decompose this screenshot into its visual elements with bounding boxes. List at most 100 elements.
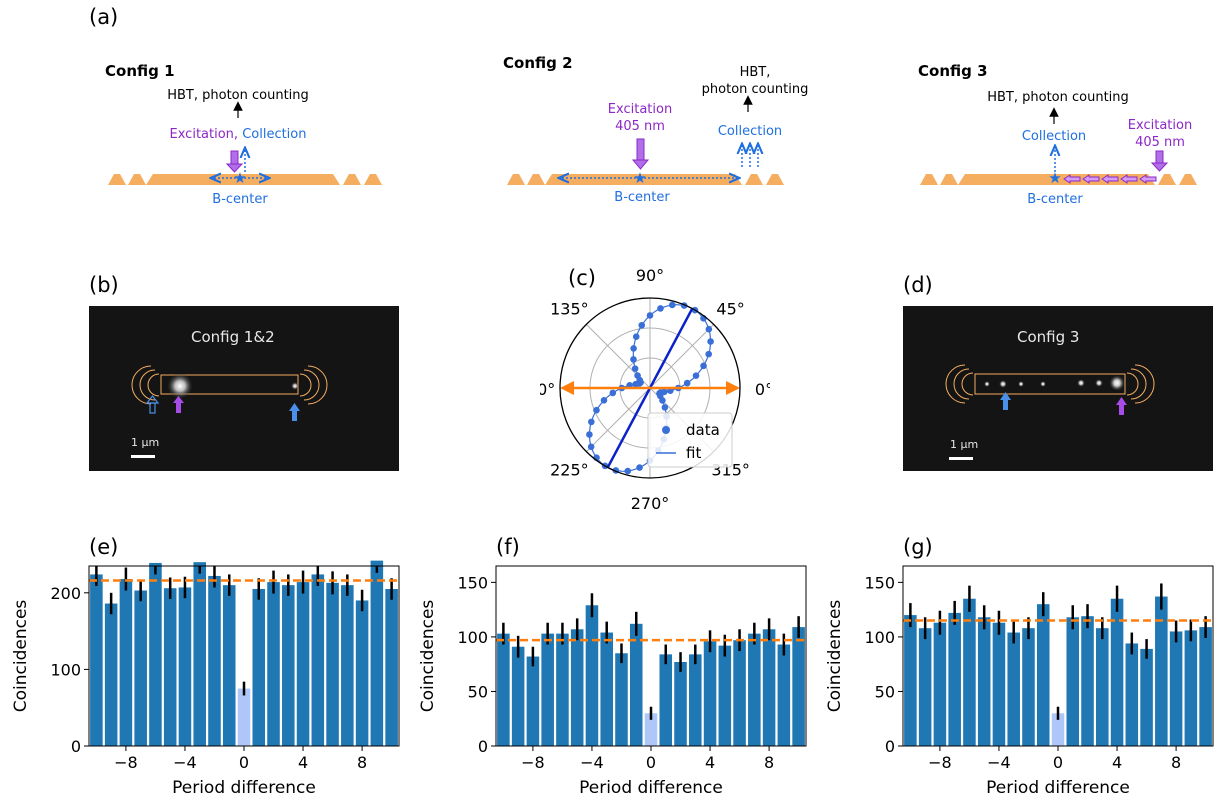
config3-detector-label: HBT, photon counting (987, 90, 1129, 105)
b-center-star-icon: ★ (1048, 169, 1061, 187)
polar-data-point (587, 443, 595, 451)
polar-data-point (661, 388, 668, 396)
config3-b-center-label: B-center (1027, 192, 1083, 207)
histogram-bar (904, 615, 917, 746)
polar-data-point (624, 467, 632, 475)
histogram-bar (556, 633, 569, 746)
x-tick-label: 4 (705, 753, 715, 772)
polar-data-point (588, 418, 595, 426)
config3-collection-label: Collection (1021, 129, 1087, 144)
polar-data-point (586, 431, 593, 438)
histogram-bar (1125, 643, 1139, 746)
config3-excitation-label: Excitation 405 nm (1127, 118, 1193, 150)
histogram-bar (178, 587, 192, 746)
y-tick-label: 150 (457, 573, 488, 592)
histogram-bar (674, 662, 687, 746)
histogram-bar (748, 633, 761, 746)
histogram-bar (600, 632, 613, 746)
histogram-bar (296, 582, 310, 746)
y-axis-label: Coincidences (11, 600, 31, 713)
x-axis-label: Period difference (172, 778, 316, 798)
histogram-bar (1007, 632, 1020, 746)
histogram-bar (792, 627, 805, 746)
y-tick-label: 100 (864, 628, 895, 647)
histogram-bar (149, 562, 162, 746)
histogram-bar (119, 579, 133, 746)
scale-bar (949, 457, 973, 460)
histogram-bar (992, 622, 1006, 746)
histogram-bar (689, 654, 702, 746)
scale-bar-label: 1 μm (131, 436, 160, 449)
x-tick-label: 0 (239, 753, 249, 772)
histogram-bar (777, 644, 791, 746)
polar-angle-label: 0° (755, 380, 770, 399)
histogram-bar (326, 582, 339, 746)
excitation-arrow-icon (631, 138, 650, 170)
histogram-bar (1110, 598, 1124, 746)
histogram-bar (733, 640, 746, 746)
microscope-image-config12: Config 1&2 1 μm (89, 306, 399, 471)
histogram-bar (570, 629, 584, 746)
y-tick-label: 50 (468, 682, 488, 701)
y-tick-label: 100 (50, 660, 81, 679)
polar-data-point (683, 379, 691, 387)
polar-data-point (705, 350, 712, 358)
y-tick-label: 100 (457, 628, 488, 647)
polar-data-point (668, 301, 676, 309)
histogram-bar (282, 585, 295, 746)
polar-angle-label: 90° (636, 266, 664, 285)
histogram-bar (355, 600, 369, 746)
x-tick-label: 0 (1053, 753, 1063, 772)
polar-data-point (657, 305, 664, 312)
x-tick-label: 8 (1171, 753, 1181, 772)
histogram-bar (659, 654, 673, 746)
polar-data-point (638, 321, 646, 329)
y-tick-label: 200 (50, 584, 81, 603)
polar-angle-label: 270° (631, 494, 670, 513)
polar-data-point (632, 333, 640, 340)
legend-data-marker (662, 426, 670, 434)
polar-data-point (609, 389, 617, 397)
histogram-bar (497, 633, 510, 746)
scale-bar (131, 455, 155, 458)
polar-data-point (692, 372, 700, 379)
histogram-bar (134, 590, 147, 746)
config3-title: Config 3 (918, 62, 988, 80)
polar-data-point (661, 404, 669, 411)
polar-data-point (632, 380, 639, 388)
config1-detector-label: HBT, photon counting (167, 88, 309, 103)
config2-collection-label: Collection (717, 124, 783, 139)
histogram-bar (311, 574, 325, 746)
polar-data-point (705, 325, 713, 333)
x-tick-label: −8 (928, 753, 952, 772)
collection-arrow-up-icon (1000, 392, 1011, 410)
histogram-bar (541, 633, 554, 746)
x-tick-label: 8 (764, 753, 774, 772)
b-center-star-icon: ★ (233, 169, 246, 187)
panel-label-f: (f) (496, 535, 520, 559)
histogram-bar (1022, 628, 1035, 746)
histogram-bar (703, 641, 717, 746)
histogram-bar (222, 585, 236, 746)
histogram-bar (948, 612, 961, 746)
histogram-bar (237, 688, 251, 746)
schematic-diagram: ★ ★ ★ (108, 95, 1197, 187)
panel-label-g: (g) (903, 535, 933, 559)
microscope-image-config3: Config 3 1 μm (903, 306, 1213, 471)
histogram-bar (933, 622, 947, 746)
x-tick-label: −4 (173, 753, 197, 772)
guided-excitation-arrows-icon (1063, 174, 1157, 184)
arrow-left-icon (560, 381, 574, 395)
collection-arrow-up-icon (289, 403, 300, 421)
histogram-bar (963, 598, 976, 746)
x-axis-label: Period difference (986, 778, 1130, 798)
polar-data-point (630, 356, 637, 363)
polar-angle-label: 135° (550, 299, 589, 318)
histogram-bar (511, 646, 525, 746)
polar-data-point (700, 362, 707, 370)
x-tick-label: 0 (646, 753, 656, 772)
histogram-bar (585, 605, 599, 746)
polar-data-point (630, 345, 637, 352)
histogram-bar (526, 656, 540, 746)
x-axis-label: Period difference (579, 778, 723, 798)
